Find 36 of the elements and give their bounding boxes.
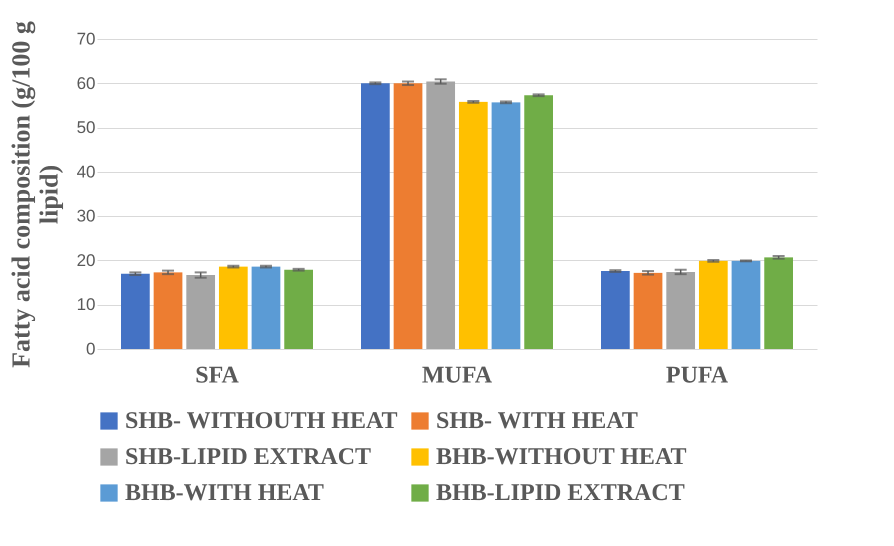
bar bbox=[154, 272, 182, 349]
legend-label: SHB-LIPID EXTRACT bbox=[125, 444, 372, 470]
bar bbox=[284, 270, 313, 349]
y-tick-label: 10 bbox=[76, 295, 96, 314]
bar bbox=[218, 266, 248, 349]
bar bbox=[426, 82, 456, 349]
y-tick-label: 40 bbox=[76, 162, 96, 182]
bar bbox=[121, 274, 150, 349]
legend-label: BHB-WITHOUT HEAT bbox=[436, 444, 686, 470]
bar bbox=[186, 275, 216, 349]
x-tick-label: PUFA bbox=[666, 362, 729, 388]
y-tick-label: 30 bbox=[76, 206, 96, 226]
y-tick-label: 0 bbox=[86, 340, 96, 358]
bar bbox=[601, 271, 630, 349]
y-tick-label: 20 bbox=[76, 250, 96, 270]
bar bbox=[764, 257, 793, 349]
legend-label: SHB- WITHOUTH HEAT bbox=[125, 408, 398, 434]
bar bbox=[524, 95, 553, 349]
bar bbox=[666, 272, 696, 349]
bar bbox=[394, 83, 422, 349]
y-tick-label: 60 bbox=[76, 74, 96, 93]
legend-label: BHB-WITH HEAT bbox=[125, 480, 324, 506]
bar bbox=[732, 260, 760, 349]
bar bbox=[252, 266, 280, 349]
bar bbox=[698, 260, 728, 349]
bar bbox=[634, 272, 662, 349]
y-tick-label: 70 bbox=[76, 30, 96, 48]
bar bbox=[492, 102, 520, 349]
legend-label: SHB- WITH HEAT bbox=[436, 408, 638, 434]
x-tick-label: SFA bbox=[195, 362, 240, 388]
y-tick-label: 50 bbox=[76, 118, 96, 138]
bar bbox=[361, 83, 390, 349]
bar bbox=[458, 102, 488, 349]
legend-label: BHB-LIPID EXTRACT bbox=[436, 480, 685, 506]
x-tick-label: MUFA bbox=[422, 362, 493, 388]
y-axis-title: Fatty acid composition (g/100 g lipid) bbox=[6, 21, 64, 368]
